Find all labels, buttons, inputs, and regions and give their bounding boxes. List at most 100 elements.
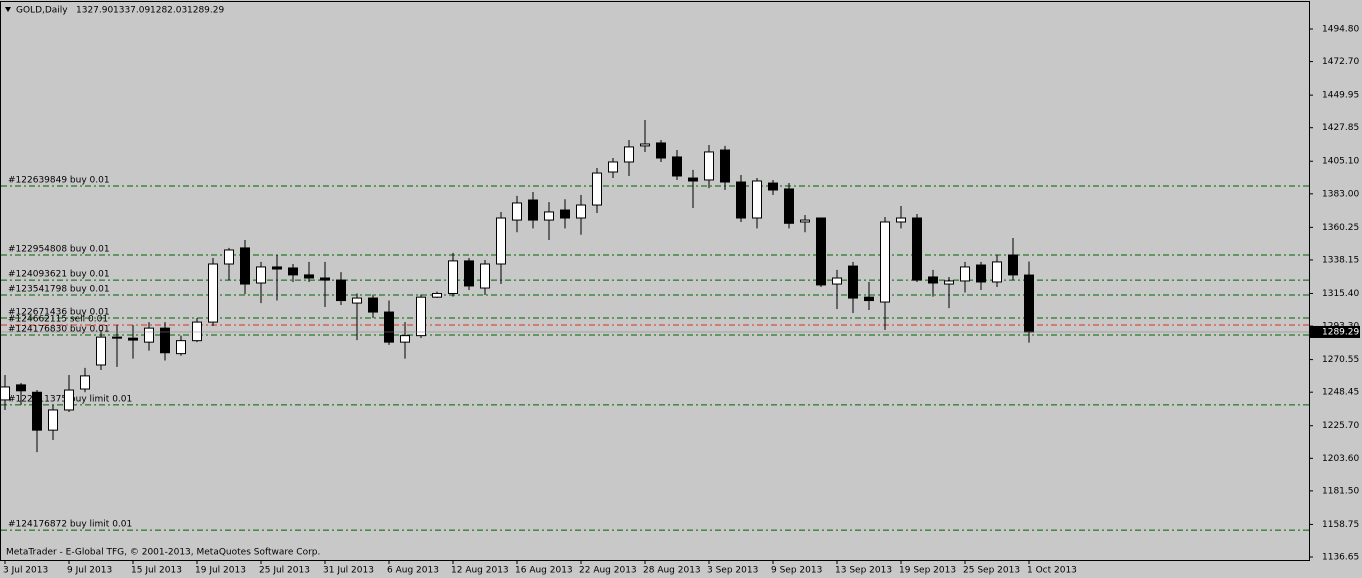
candle-body (352, 297, 362, 304)
last-price-box (1310, 325, 1360, 338)
y-tick-label: 1338.15 (1322, 255, 1359, 265)
candle-body (336, 279, 346, 302)
candle-body (240, 247, 250, 285)
candle-body (656, 142, 666, 159)
symbol: GOLD,Daily (16, 6, 68, 16)
x-tick-label: 19 Sep 2013 (899, 566, 956, 576)
candle-body (720, 149, 730, 183)
candle-body (912, 217, 922, 281)
y-tick-label: 1494.80 (1322, 24, 1359, 34)
candle-body (896, 217, 906, 223)
candle-body (1008, 254, 1018, 276)
candle-body (192, 321, 202, 342)
menu-arrow (5, 7, 11, 12)
candle-body (320, 277, 330, 281)
header-value: 1337.09 (113, 6, 150, 16)
x-tick-label: 9 Jul 2013 (67, 566, 112, 576)
candle-body (560, 209, 570, 219)
candle-body (928, 276, 938, 284)
candle-body (992, 261, 1002, 283)
candle-body (544, 211, 554, 221)
candle-body (304, 274, 314, 279)
order-label: #122954808 buy 0.01 (8, 245, 110, 255)
candle-body (880, 221, 890, 303)
header-value: 1282.03 (150, 6, 187, 16)
candle-body (528, 199, 538, 221)
candle-body (368, 297, 378, 313)
y-tick-label: 1248.45 (1322, 388, 1359, 398)
candle-body (960, 266, 970, 282)
candle-body (752, 180, 762, 219)
y-tick-label: 1136.65 (1322, 553, 1359, 563)
order-label: #124093621 buy 0.01 (8, 270, 110, 280)
order-label: #123541798 buy 0.01 (8, 284, 110, 294)
candle-body (944, 280, 954, 285)
x-tick-label: 12 Aug 2013 (451, 566, 509, 576)
candle-body (736, 181, 746, 219)
y-tick-label: 1472.70 (1322, 57, 1359, 67)
candle-body (416, 296, 426, 337)
plot-frame (0, 1, 1310, 561)
candle-body (464, 260, 474, 287)
candle-body (512, 202, 522, 221)
candle-body (608, 161, 618, 173)
x-tick-label: 15 Jul 2013 (131, 566, 182, 576)
candle-body (672, 156, 682, 177)
y-tick-label: 1360.25 (1322, 223, 1359, 233)
candle-body (592, 172, 602, 206)
candle-body (384, 311, 394, 343)
order-label: #124662115 sell 0.01 (8, 315, 108, 325)
y-tick-label: 1315.40 (1322, 289, 1359, 299)
candle-body (448, 260, 458, 294)
candle-body (640, 143, 650, 147)
candle-body (272, 266, 282, 270)
candle-body (0, 386, 10, 401)
x-tick-label: 28 Aug 2013 (643, 566, 701, 576)
candle-body (208, 263, 218, 323)
candle-body (480, 263, 490, 289)
candle-body (400, 335, 410, 343)
x-tick-label: 3 Sep 2013 (707, 566, 758, 576)
header-value: 1327.90 (76, 6, 113, 16)
last-price-label: 1289.29 (1322, 327, 1359, 337)
y-tick-label: 1383.00 (1322, 189, 1359, 199)
order-label: #124176830 buy 0.01 (8, 325, 110, 335)
candle-body (432, 292, 442, 298)
x-tick-label: 25 Sep 2013 (963, 566, 1020, 576)
candle-body (704, 151, 714, 181)
y-tick-label: 1225.70 (1322, 421, 1359, 431)
candle-body (1024, 274, 1034, 333)
candle-body (160, 327, 170, 354)
candle-body (176, 340, 186, 355)
candle-body (128, 337, 138, 341)
y-tick-label: 1203.60 (1322, 454, 1359, 464)
candle-body (64, 389, 74, 411)
candle-body (256, 266, 266, 284)
candle-body (288, 267, 298, 276)
candle-body (864, 296, 874, 302)
y-tick-label: 1405.10 (1322, 157, 1359, 167)
candle-body (16, 384, 26, 392)
candle-body (224, 249, 234, 265)
candle-body (768, 182, 778, 191)
candle-body (816, 217, 826, 286)
y-tick-label: 1449.95 (1322, 91, 1359, 101)
candle-body (976, 264, 986, 283)
candle-body (96, 336, 106, 366)
order-label: #122639849 buy 0.01 (8, 176, 110, 186)
candle-body (848, 265, 858, 299)
y-tick-label: 1158.75 (1322, 520, 1359, 530)
order-label: #122671436 buy 0.01 (8, 307, 110, 317)
candle-body (576, 204, 586, 219)
x-tick-label: 3 Jul 2013 (3, 566, 48, 576)
candle-body (496, 217, 506, 265)
x-tick-label: 9 Sep 2013 (771, 566, 822, 576)
x-tick-label: 25 Jul 2013 (259, 566, 310, 576)
y-tick-label: 1427.85 (1322, 123, 1359, 133)
y-tick-label: 1270.55 (1322, 355, 1359, 365)
x-tick-label: 16 Aug 2013 (515, 566, 573, 576)
x-tick-label: 31 Jul 2013 (323, 566, 374, 576)
y-tick-label: 1181.50 (1322, 486, 1359, 496)
